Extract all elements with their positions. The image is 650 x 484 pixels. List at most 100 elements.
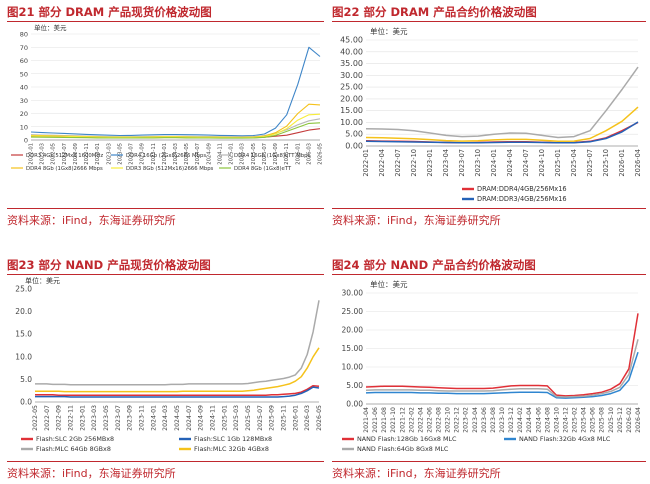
- x-tick-label: 2023-02: [463, 407, 470, 433]
- x-tick-label: 2023-11: [151, 143, 157, 165]
- x-tick-label: 2023-01: [79, 405, 86, 431]
- x-tick-label: 2023-05: [117, 143, 123, 165]
- legend-label: DRAM:DDR4/4GB/256Mx16: [477, 185, 567, 193]
- x-tick-label: 2026-01: [295, 143, 301, 165]
- source-note: 资料来源：iFind，东海证券研究所: [332, 214, 501, 227]
- legend-label: NAND Flash:64Gb 8Gx8 MLC: [357, 445, 449, 453]
- x-tick-label: 2023-06: [481, 407, 488, 433]
- x-tick-label: 2024-09: [206, 143, 212, 165]
- legend-label: DDR4 8Gb (1Gx8)2666 Mbps: [26, 166, 103, 172]
- title-divider: [7, 21, 324, 22]
- x-tick-label: 2026-03: [306, 143, 312, 165]
- series-line-2: [35, 300, 320, 386]
- x-tick-label: 2025-11: [281, 405, 288, 431]
- x-tick-label: 2022-10: [410, 149, 418, 177]
- x-tick-label: 2024-10: [538, 149, 546, 177]
- x-tick-label: 2024-03: [162, 405, 169, 431]
- x-tick-label: 2025-01: [554, 149, 562, 177]
- x-tick-label: 2025-04: [581, 407, 588, 433]
- x-tick-label: 2026-03: [304, 405, 311, 431]
- x-tick-label: 2022-10: [445, 407, 452, 433]
- legend-label: DDR3 4Gb 512Mx8 1600MHz: [26, 153, 103, 159]
- unit-label: 单位：美元: [370, 26, 408, 36]
- series-line-2: [365, 339, 639, 398]
- chart-panel-21: 图21 部分 DRAM 产品现货价格波动图 单位：美元 0 10 20 30 40 50 60…: [7, 0, 327, 232]
- x-tick-label: 2025-04: [570, 149, 578, 177]
- x-tick-label: 2023-04: [442, 149, 450, 177]
- source-note: 资料来源：iFind，东海证券研究所: [7, 467, 176, 480]
- series-line-2: [365, 66, 639, 139]
- x-tick-label: 2021-10: [390, 407, 397, 433]
- source-divider: [7, 461, 324, 462]
- x-tick-label: 2025-07: [586, 149, 594, 177]
- y-tick-label: 20.0: [15, 307, 32, 316]
- chart-title: 图23 部分 NAND 产品现货价格波动图: [7, 258, 211, 272]
- y-tick-label: 15.00: [340, 106, 363, 115]
- legend-label: DDR3 8Gb (512Mx16)2666 Mbps: [126, 166, 214, 172]
- x-tick-label: 2023-12: [508, 407, 515, 433]
- series-line-5: [30, 122, 321, 139]
- chart-title: 图24 部分 NAND 产品合约价格波动图: [332, 258, 536, 272]
- x-tick-label: 2025-06: [590, 407, 597, 433]
- y-tick-label: 80: [20, 31, 28, 39]
- legend-label: Flash:SLC 1Gb 128MBx8: [194, 435, 272, 443]
- y-tick-label: 0.0: [20, 398, 32, 407]
- series-line-1: [365, 351, 639, 399]
- chart-panel-22: 图22 部分 DRAM 产品合约价格波动图 单位：美元 0.00 5.00 10.00…: [332, 0, 648, 232]
- legend-label: DRAM:DDR3/4GB/256Mx16: [477, 195, 567, 203]
- chart-panel-23: 图23 部分 NAND 产品现货价格波动图 单位：美元 0.0 5.0 10.0 15.…: [7, 253, 327, 484]
- y-tick-label: 30: [20, 97, 28, 105]
- x-tick-label: 2025-10: [602, 149, 610, 177]
- x-tick-label: 2021-08: [381, 407, 388, 433]
- legend-label: Flash:MLC 64Gb 8GBx8: [36, 445, 111, 453]
- x-tick-label: 2022-07: [62, 143, 68, 165]
- legend-label: Flash:SLC 2Gb 256MBx8: [36, 435, 114, 443]
- y-tick-label: 0: [24, 137, 28, 145]
- x-tick-label: 2022-03: [40, 143, 46, 165]
- x-tick-label: 2026-05: [318, 143, 324, 165]
- x-tick-label: 2024-01: [490, 149, 498, 177]
- y-tick-label: 0.00: [345, 142, 363, 151]
- x-tick-label: 2024-05: [184, 143, 190, 165]
- x-tick-label: 2025-08: [599, 407, 606, 433]
- x-tick-label: 2025-01: [229, 143, 235, 165]
- series-line-0: [35, 384, 320, 396]
- x-tick-label: 2024-07: [186, 405, 193, 431]
- x-tick-label: 2024-07: [522, 149, 530, 177]
- x-tick-label: 2023-07: [129, 143, 135, 165]
- x-tick-label: 2023-10: [474, 149, 482, 177]
- x-tick-label: 2022-05: [51, 143, 57, 165]
- x-tick-label: 2025-09: [269, 405, 276, 431]
- x-tick-label: 2026-02: [626, 407, 633, 433]
- x-tick-label: 2023-01: [426, 149, 434, 177]
- x-tick-label: 2025-03: [233, 405, 240, 431]
- x-tick-label: 2024-11: [217, 143, 223, 165]
- y-tick-label: 10.00: [340, 118, 363, 127]
- x-tick-label: 2024-04: [506, 149, 514, 177]
- x-tick-label: 2023-05: [103, 405, 110, 431]
- y-tick-label: 50: [20, 70, 28, 78]
- chart-svg-dram-contract: 单位：美元 0.00 5.00 10.00 15.00 20.00 25.00 30.00 35…: [340, 26, 642, 203]
- x-tick-label: 2022-06: [426, 407, 433, 433]
- chart-title: 图22 部分 DRAM 产品合约价格波动图: [332, 5, 537, 19]
- y-tick-label: 70: [20, 44, 28, 52]
- x-tick-label: 2021-12: [399, 407, 406, 433]
- title-divider: [332, 274, 646, 275]
- x-tick-label: 2022-01: [29, 143, 35, 165]
- y-tick-label: 0.00: [346, 400, 363, 409]
- y-tick-label: 25.00: [340, 83, 363, 92]
- y-tick-label: 30.00: [342, 289, 364, 298]
- title-divider: [7, 274, 324, 275]
- x-tick-label: 2026-04: [635, 407, 642, 433]
- x-tick-label: 2022-04: [417, 407, 424, 433]
- title-divider: [332, 21, 646, 22]
- legend-label: DDR4 8Gb (1Gx8)eTT: [234, 166, 292, 172]
- x-tick-label: 2024-09: [198, 405, 205, 431]
- y-tick-label: 15.00: [342, 344, 364, 353]
- x-tick-label: 2024-04: [526, 407, 533, 433]
- source-divider: [7, 208, 324, 209]
- x-tick-label: 2023-10: [499, 407, 506, 433]
- x-tick-label: 2022-01: [362, 149, 370, 177]
- x-tick-label: 2023-01: [95, 143, 101, 165]
- x-tick-label: 2021-06: [372, 407, 379, 433]
